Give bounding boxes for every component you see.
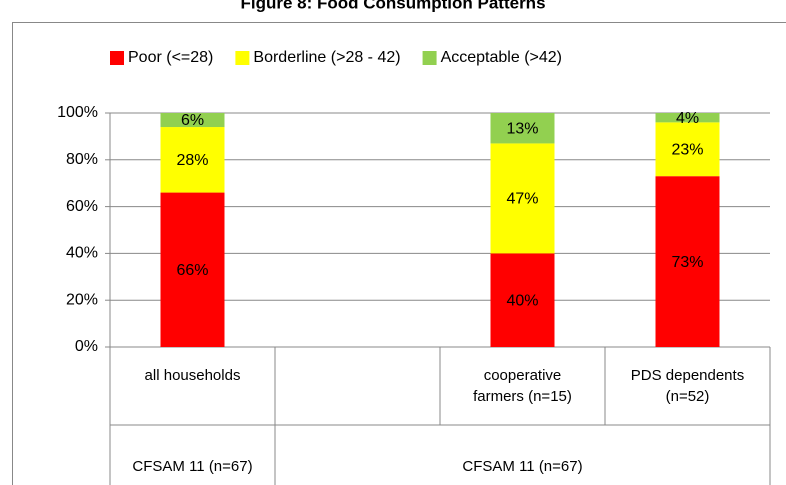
data-label: 40% (506, 292, 538, 309)
legend-swatch (235, 51, 250, 65)
bar-segment (490, 113, 555, 144)
bar-segment (655, 176, 720, 347)
legend-label: Acceptable (>42) (441, 49, 562, 66)
chart-border (12, 22, 786, 485)
y-tick-label: 40% (66, 245, 98, 262)
category-label-box: all households (144, 367, 241, 384)
x-tick-label: all households (144, 367, 241, 384)
legend-swatch (422, 51, 437, 65)
x-tick-label: PDS dependents (n=52) (630, 367, 745, 405)
chart-title: Figure 8: Food Consumption Patterns (240, 0, 545, 12)
y-tick-label: 20% (66, 291, 98, 308)
bar-segment (655, 122, 720, 177)
data-label: 66% (176, 262, 208, 279)
data-label: 4% (676, 110, 699, 127)
category-label-box: cooperative farmers (n=15) (473, 367, 572, 405)
bar-segment (160, 127, 225, 193)
legend-swatch (110, 51, 124, 65)
x-tick-label: cooperative farmers (n=15) (473, 367, 572, 405)
data-label: 73% (671, 254, 703, 271)
bar-segment (160, 192, 225, 347)
legend-label: Borderline (>28 - 42) (253, 49, 400, 66)
bar-segment (655, 113, 720, 123)
data-label: 28% (176, 152, 208, 169)
data-label: 23% (671, 141, 703, 158)
bar-segment (490, 253, 555, 347)
y-tick-label: 0% (75, 338, 98, 355)
group-label: CFSAM 11 (n=67) (132, 458, 252, 475)
data-label: 47% (506, 191, 538, 208)
y-tick-label: 60% (66, 198, 98, 215)
category-label-box: PDS dependents (n=52) (630, 367, 745, 405)
group-label: CFSAM 11 (n=67) (462, 458, 582, 475)
bar-segment (490, 143, 555, 254)
data-label: 13% (506, 120, 538, 137)
y-tick-label: 80% (66, 151, 98, 168)
legend-label: Poor (<=28) (128, 49, 213, 66)
data-label: 6% (181, 112, 204, 129)
bar-segment (160, 113, 225, 128)
y-tick-label: 100% (57, 104, 98, 121)
